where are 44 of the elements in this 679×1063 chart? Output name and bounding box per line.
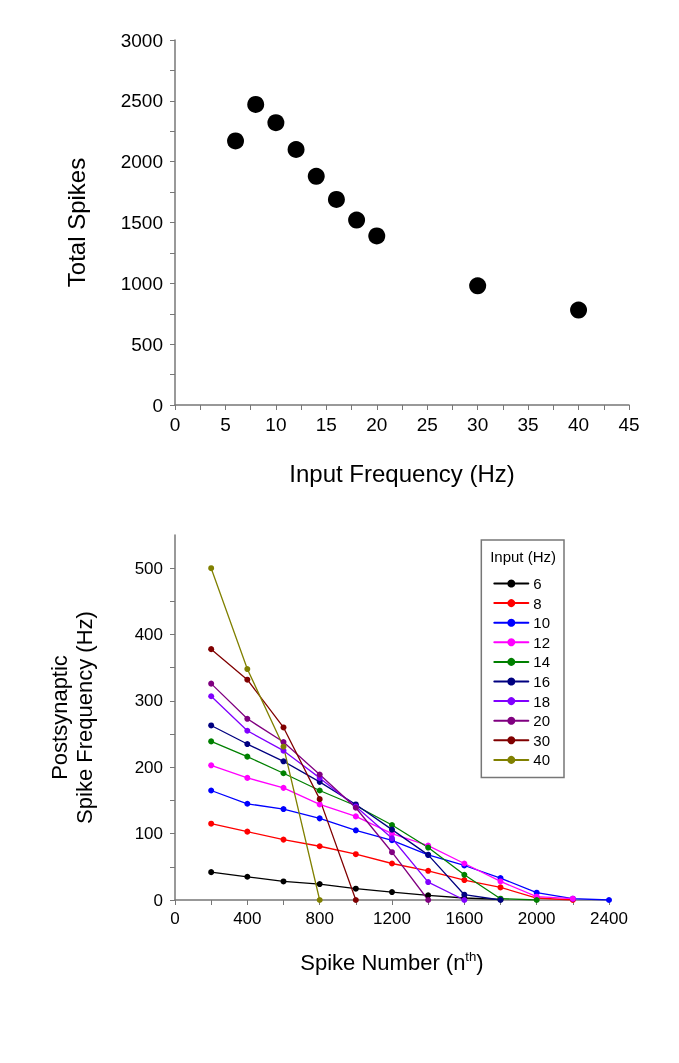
x-tick-label: 1600: [445, 909, 484, 928]
y-axis-title: Total Spikes: [62, 157, 90, 288]
x-tick-label: 5: [220, 414, 231, 435]
x-tick-label: 25: [416, 414, 438, 435]
y-tick-label: 3000: [120, 29, 163, 51]
x-axis-title: Input Frequency (Hz): [289, 460, 515, 488]
y-tick-label: 500: [131, 333, 163, 355]
x-tick-label: 15: [315, 414, 337, 435]
legend-label: 12: [533, 633, 550, 651]
legend-label: 6: [533, 575, 542, 592]
y-tick-label: 0: [153, 890, 163, 910]
y-tick-label: 400: [134, 625, 163, 645]
y-tick-label: 2000: [120, 151, 163, 173]
x-tick-label: 40: [567, 414, 590, 435]
x-tick-label: 45: [618, 414, 640, 435]
x-tick-label: 0: [169, 414, 181, 435]
y-tick-label: 500: [134, 558, 163, 578]
legend-label: 40: [533, 751, 550, 769]
x-tick-label: 2000: [517, 909, 556, 928]
legend-label: 14: [533, 653, 550, 671]
x-tick-label: 20: [366, 414, 388, 435]
legend-title: Input (Hz): [490, 548, 557, 565]
y-axis-title: Postsynaptic Spike Frequency (Hz): [46, 611, 97, 824]
y-tick-label: 1000: [120, 272, 163, 294]
x-tick-label: 800: [305, 909, 334, 928]
x-tick-label: 0: [170, 909, 180, 928]
x-tick-label: 35: [517, 414, 539, 435]
x-tick-label: 10: [265, 414, 287, 435]
y-tick-label: 1500: [120, 212, 163, 233]
y-tick-label: 300: [134, 691, 163, 711]
legend-label: 10: [533, 614, 550, 632]
legend-label: 30: [533, 731, 550, 749]
legend-label: 18: [533, 692, 550, 710]
x-tick-label: 400: [233, 909, 262, 928]
y-tick-label: 0: [152, 394, 163, 416]
legend-label: 8: [533, 594, 542, 612]
x-tick-label: 30: [467, 414, 489, 435]
y-tick-label: 100: [134, 824, 163, 844]
legend-label: 20: [533, 712, 550, 730]
x-tick-label: 2400: [590, 909, 628, 928]
y-tick-label: 200: [134, 757, 163, 777]
x-tick-label: 1200: [373, 909, 411, 928]
y-tick-label: 2500: [120, 90, 163, 112]
legend-label: 16: [533, 673, 550, 690]
